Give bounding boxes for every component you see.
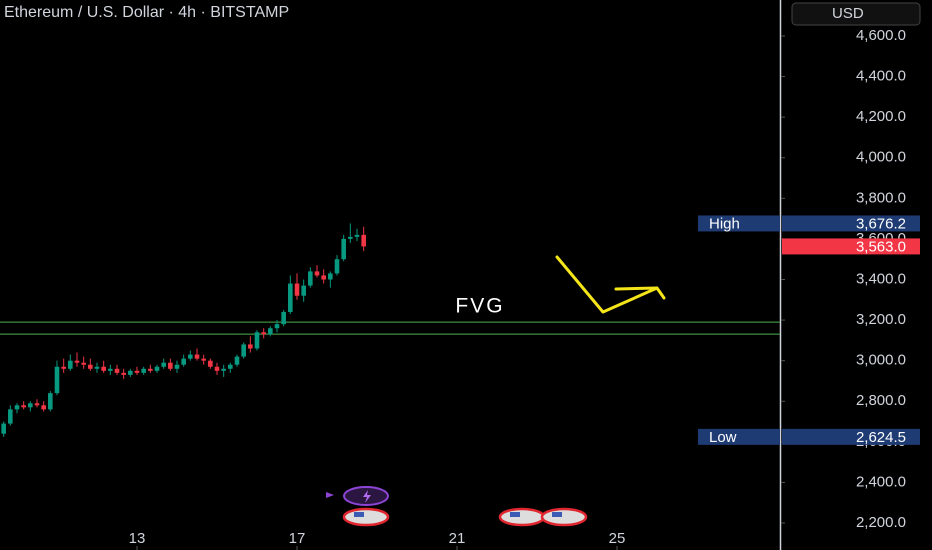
event-icon: [363, 490, 371, 503]
candle-body: [254, 332, 260, 349]
candle-body: [248, 344, 253, 349]
candle-body: [108, 368, 113, 371]
low-tag-label: Low: [709, 429, 737, 446]
candle-body: [61, 366, 66, 369]
candle-body: [234, 356, 240, 365]
candle-body: [221, 368, 226, 371]
candle-body: [141, 368, 146, 373]
candle-body: [361, 234, 366, 247]
high-badge: [782, 215, 920, 232]
candle-body: [294, 283, 300, 296]
candle-body: [274, 324, 280, 329]
candle-body: [28, 403, 33, 408]
event-icon: [540, 507, 588, 527]
candle-body: [314, 271, 320, 276]
high-tag: [698, 215, 780, 232]
candle-body: [174, 364, 180, 369]
x-tick-label: 21: [449, 530, 466, 547]
candle-body: [154, 366, 160, 371]
candle-body: [8, 409, 13, 424]
candle-body: [34, 403, 40, 406]
candle-body: [208, 360, 213, 367]
y-tick-label: 4,600.0: [856, 27, 906, 44]
x-tick-label: 13: [129, 530, 146, 547]
candle-body: [148, 368, 153, 371]
currency-label: USD: [832, 5, 864, 22]
candle-body: [121, 372, 126, 375]
candle-body: [1, 423, 6, 434]
candle-body: [101, 366, 106, 371]
y-tick-label: 2,200.0: [856, 514, 906, 531]
candle-body: [334, 259, 340, 274]
y-tick-label: 2,800.0: [856, 392, 906, 409]
low-tag: [698, 428, 780, 445]
high-badge-label: 3,676.2: [856, 215, 906, 232]
candle-body: [134, 370, 140, 373]
currency-button[interactable]: [791, 2, 921, 26]
y-tick-label: 4,000.0: [856, 149, 906, 166]
candle-body: [308, 271, 313, 286]
candle-body: [281, 311, 286, 325]
candle-body: [161, 362, 166, 367]
candle-body: [228, 364, 233, 369]
arrow-path: [555, 255, 659, 314]
event-icons: [326, 486, 588, 527]
candle-body: [288, 283, 293, 312]
candle-body: [68, 360, 73, 369]
candle-body: [181, 358, 186, 365]
candle-body: [201, 358, 206, 361]
event-icon: [498, 507, 546, 527]
x-tick-label: 25: [609, 530, 626, 547]
last-price-badge-label: 3,563.0: [856, 238, 906, 255]
y-tick-label: 3,000.0: [856, 352, 906, 369]
y-tick-label: 3,200.0: [856, 311, 906, 328]
low-badge-label: 2,624.5: [856, 429, 906, 446]
low-badge: [782, 428, 920, 445]
candle-body: [188, 354, 193, 359]
y-tick-label: 2,400.0: [856, 473, 906, 490]
candle-body: [88, 364, 93, 369]
candle-body: [348, 236, 353, 239]
y-tick-label: 3,800.0: [856, 189, 906, 206]
candle-body: [128, 370, 133, 375]
candle-body: [354, 234, 360, 237]
candle-body: [241, 344, 246, 357]
candle-body: [114, 368, 120, 373]
candle-body: [94, 366, 100, 369]
candle-body: [214, 366, 220, 371]
candle-body: [14, 405, 20, 410]
high-tag-label: High: [709, 215, 740, 232]
last-price-badge: [782, 238, 920, 255]
event-icon: [552, 512, 562, 517]
y-tick-label: 4,200.0: [856, 108, 906, 125]
candle-body: [261, 332, 266, 335]
y-tick-label: 3,400.0: [856, 270, 906, 287]
event-icon: [510, 512, 520, 517]
arrow-head: [614, 286, 666, 300]
candle-body: [321, 275, 326, 280]
event-icon: [326, 492, 334, 498]
x-tick-label: 17: [289, 530, 306, 547]
candle-body: [301, 285, 306, 296]
candle-body: [194, 354, 200, 359]
candle-body: [48, 393, 53, 410]
event-icon: [342, 507, 390, 527]
candle-body: [21, 405, 26, 408]
candle-body: [54, 366, 60, 394]
chart-title: Ethereum / U.S. Dollar · 4h · BITSTAMP: [4, 4, 289, 21]
yellow-arrow-drawing: [555, 255, 666, 314]
candle-body: [81, 362, 86, 365]
candle-body: [328, 273, 333, 280]
event-icon: [354, 512, 364, 517]
candle-body: [341, 238, 346, 260]
candle-body: [41, 405, 46, 410]
annotation: FVG: [455, 295, 504, 318]
candle-body: [268, 328, 273, 335]
y-tick-label: 4,400.0: [856, 68, 906, 85]
candle-body: [168, 362, 173, 369]
candle-body: [74, 360, 80, 363]
